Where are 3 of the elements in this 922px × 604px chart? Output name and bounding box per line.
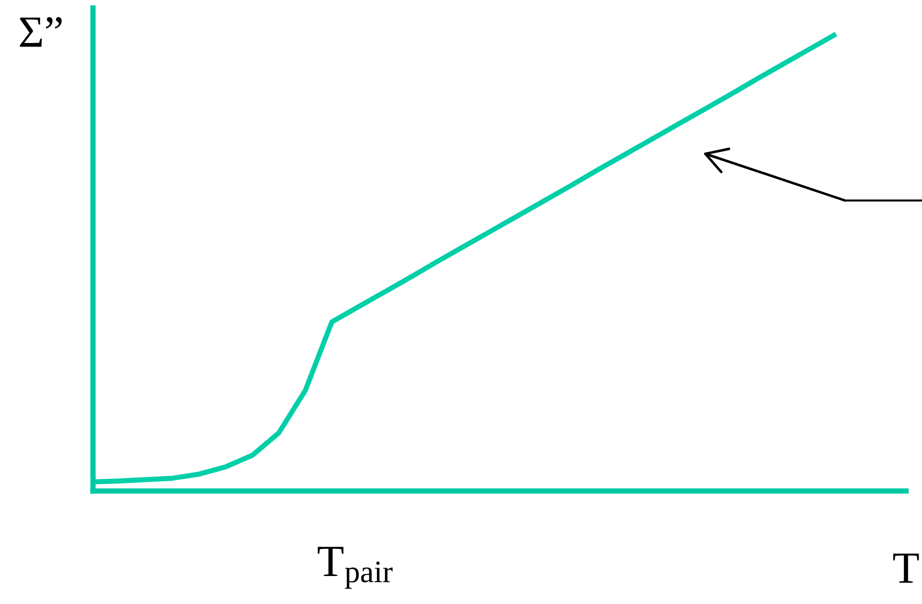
y-axis-title: Σ”: [20, 17, 62, 47]
x-axis-title: T: [893, 554, 919, 583]
text: T$_{pair}$: [318, 546, 393, 589]
